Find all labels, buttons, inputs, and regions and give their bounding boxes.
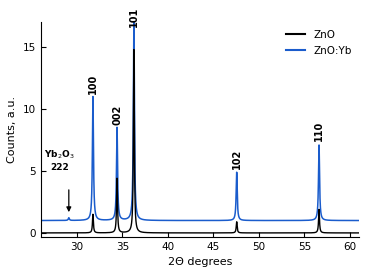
Text: 002: 002 [112,105,122,125]
Legend: ZnO, ZnO:Yb: ZnO, ZnO:Yb [282,25,356,60]
Text: 101: 101 [129,7,139,27]
Text: 102: 102 [232,148,242,169]
Y-axis label: Counts, a.u.: Counts, a.u. [7,96,17,163]
Text: 100: 100 [88,74,98,94]
X-axis label: 2Θ degrees: 2Θ degrees [168,257,232,267]
Text: Yb$_2$O$_3$
222: Yb$_2$O$_3$ 222 [44,149,75,172]
Text: 110: 110 [314,121,324,141]
